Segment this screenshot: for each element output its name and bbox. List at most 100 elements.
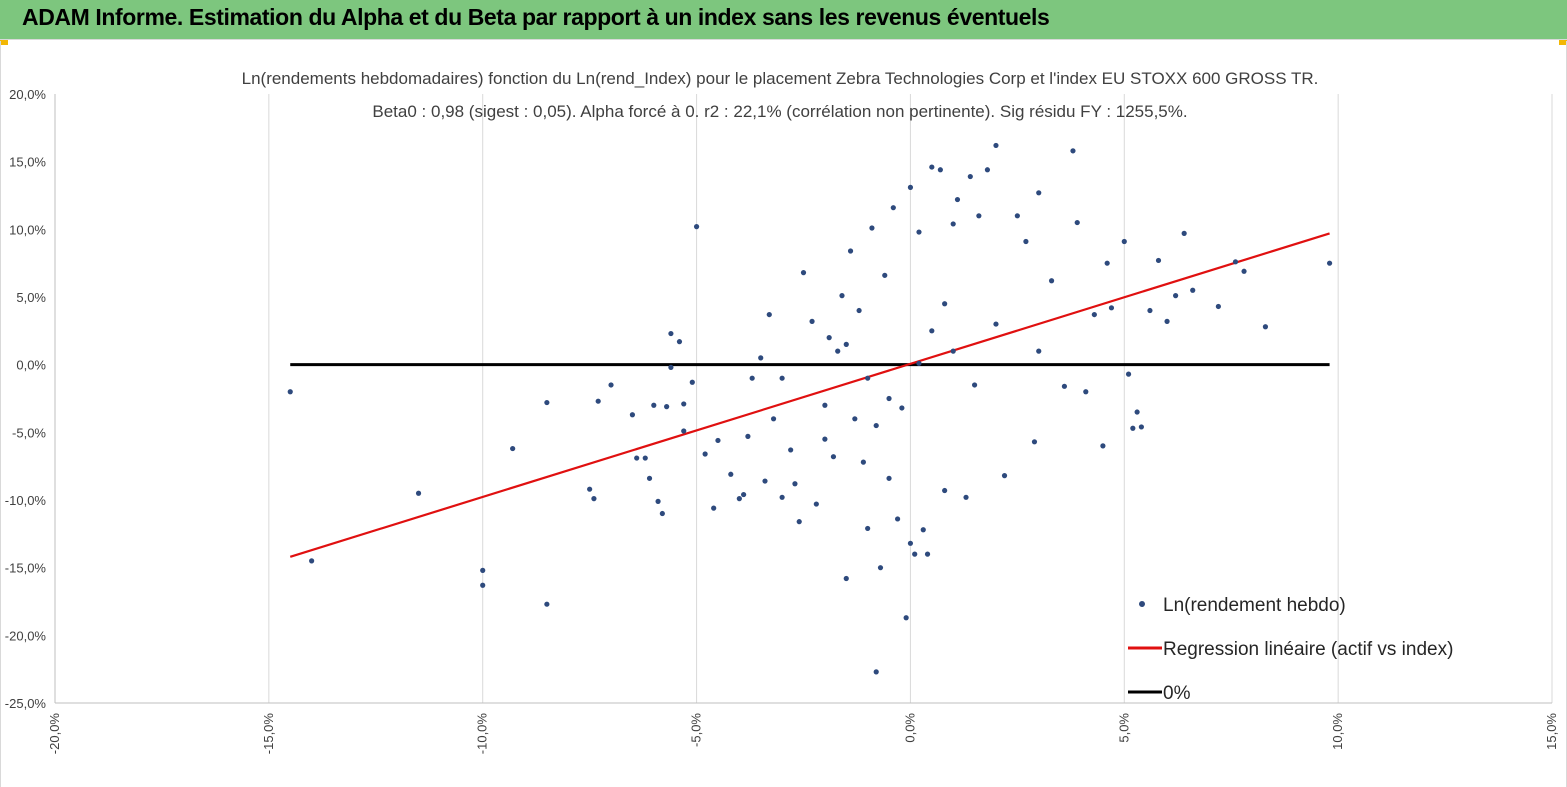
scatter-point [865, 525, 871, 532]
scatter-point [770, 416, 777, 422]
y-tick-label: -20,0% [5, 628, 47, 643]
x-tick-label: 15,0% [1544, 713, 1559, 750]
scatter-point [877, 565, 884, 571]
y-tick-label: -25,0% [5, 696, 47, 711]
scatter-point [830, 454, 837, 460]
scatter-point [788, 447, 794, 453]
scatter-point [873, 669, 879, 675]
scatter-point [779, 375, 785, 381]
scatter-point [813, 501, 819, 507]
scatter-point [800, 270, 807, 276]
scatter-point [1173, 293, 1179, 299]
x-tick-label: -10,0% [475, 713, 490, 755]
scatter-point [907, 540, 914, 546]
scatter-point [847, 248, 854, 254]
scatter-point [1074, 219, 1080, 226]
scatter-point [689, 379, 695, 385]
legend-label-zero: 0% [1163, 683, 1191, 704]
scatter-point [963, 494, 969, 500]
scatter-point [929, 164, 935, 170]
scatter-point [839, 293, 845, 299]
scatter-point [937, 167, 943, 173]
x-tick-label: -15,0% [261, 713, 276, 755]
scatter-point [1031, 439, 1038, 445]
regression-line [289, 232, 1330, 558]
scatter-point [1014, 213, 1020, 219]
y-tick-label: -10,0% [5, 493, 47, 508]
scatter-point [843, 575, 849, 582]
scatter-point [664, 404, 670, 410]
scatter-point [1181, 230, 1187, 236]
x-tick-label: -5,0% [689, 713, 704, 747]
scatter-point [950, 221, 956, 227]
y-tick-label: 10,0% [9, 222, 46, 237]
scatter-point [1326, 260, 1333, 266]
y-tick-label: -5,0% [12, 425, 46, 440]
scatter-point [1164, 318, 1170, 324]
scatter-point [595, 398, 601, 404]
series-lines [289, 232, 1330, 558]
scatter-point [920, 527, 926, 533]
scatter-point [711, 505, 717, 511]
scatter-point [1100, 443, 1106, 449]
scatter-point [1138, 424, 1144, 430]
scatter-point [655, 498, 661, 504]
legend-marker-points [1139, 601, 1145, 607]
scatter-point [287, 389, 293, 395]
scatter-point [749, 375, 755, 381]
scatter-point [993, 142, 999, 149]
legend-label-points: Ln(rendement hebdo) [1163, 595, 1346, 616]
scatter-point [886, 475, 892, 481]
scatter-point [796, 519, 802, 525]
scatter-point [942, 487, 948, 494]
scatter-point [967, 173, 973, 180]
x-tick-label: 10,0% [1330, 713, 1345, 750]
scatter-point [745, 433, 751, 439]
scatter-point [916, 360, 922, 366]
scatter-point [634, 455, 640, 461]
scatter-point [882, 272, 888, 278]
scatter-point [1262, 324, 1269, 330]
scatter-point [1130, 425, 1136, 431]
scatter-point [642, 455, 648, 461]
x-tick-label: 5,0% [1116, 713, 1131, 743]
scatter-point [835, 348, 841, 354]
scatter-point [681, 428, 687, 434]
scatter-point [779, 494, 785, 500]
scatter-point [1190, 287, 1196, 293]
scatter-point [852, 416, 858, 422]
scatter-point [1070, 148, 1076, 154]
scatter-point [591, 496, 597, 502]
scatter-point [1104, 260, 1110, 266]
scatter-point [993, 321, 999, 327]
scatter-point [659, 510, 665, 517]
scatter-point [1241, 268, 1247, 274]
scatter-point [1083, 389, 1089, 395]
scatter-point [1061, 383, 1068, 389]
scatter-point [668, 330, 674, 337]
scatter-point [480, 567, 486, 573]
scatter-point [1091, 311, 1097, 318]
y-tick-label: 5,0% [16, 290, 46, 305]
legend-label-regression: Regression linéaire (actif vs index) [1163, 639, 1453, 660]
scatter-point [971, 382, 978, 388]
scatter-point [758, 355, 764, 361]
scatter-point [544, 601, 550, 607]
scatter-point [1125, 371, 1132, 377]
scatter-point [629, 412, 636, 418]
x-tick-label: 0,0% [902, 713, 917, 743]
scatter-point [950, 348, 956, 354]
scatter-point [1121, 238, 1127, 245]
scatter-point [651, 402, 657, 408]
scatter-point [1232, 259, 1239, 265]
y-tick-label: -15,0% [5, 561, 47, 576]
chart-title-line1: Ln(rendements hebdomadaires) fonction du… [242, 69, 1319, 88]
scatter-point [890, 205, 896, 211]
scatter-point [693, 224, 700, 230]
scatter-points [287, 142, 1333, 675]
scatter-point [822, 402, 828, 408]
scatter-point [869, 225, 875, 231]
scatter-point [608, 382, 614, 388]
scatter-point [676, 339, 683, 345]
chart-title-line2: Beta0 : 0,98 (sigest : 0,05). Alpha forc… [372, 102, 1187, 121]
